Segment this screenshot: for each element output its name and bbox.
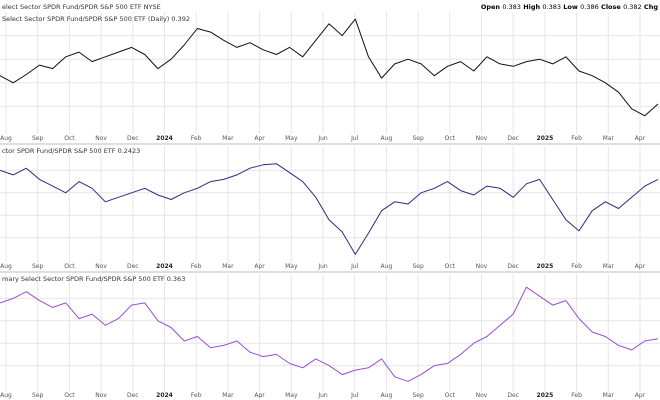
- x-tick-label: Feb: [571, 135, 582, 142]
- x-tick-label: Apr: [635, 135, 646, 142]
- x-tick-label: Nov: [95, 392, 107, 399]
- x-tick-label: Aug: [0, 263, 12, 270]
- x-tick-label: Oct: [64, 135, 75, 142]
- x-tick-label: Mar: [603, 392, 615, 399]
- x-tick-label: 2024: [156, 135, 173, 142]
- x-tick-label: Feb: [571, 392, 582, 399]
- x-tick-label: Oct: [445, 392, 456, 399]
- x-tick-label: Nov: [476, 135, 488, 142]
- x-tick-label: Sep: [32, 392, 44, 399]
- ohlc-readout: Open 0.383 High 0.383 Low 0.386 Close 0.…: [481, 3, 658, 11]
- panels: Aug Sep Oct Nov Dec 2024 Feb Mar Apr May Jun Jul Aug…: [0, 12, 660, 399]
- x-tick-label: Nov: [95, 263, 107, 270]
- ohlc-label-close: Close: [599, 3, 623, 11]
- ohlc-label-low: Low: [561, 3, 580, 11]
- x-tick-label: Mar: [222, 135, 234, 142]
- panel-2: Aug Sep Oct Nov Dec 2024 Feb Mar Apr May Jun Jul Aug…: [0, 146, 660, 270]
- x-tick-label: Apr: [254, 263, 265, 270]
- x-tick-label: Sep: [32, 263, 44, 270]
- x-tick-label: Feb: [191, 135, 202, 142]
- x-tick-label: Jun: [317, 263, 328, 270]
- panel-1-header: elect Sector SPDR Fund/SPDR S&P 500 ETF …: [2, 3, 161, 11]
- x-tick-label: Aug: [0, 135, 12, 142]
- x-tick-label: Mar: [222, 263, 234, 270]
- x-tick-label: Aug: [381, 392, 393, 399]
- x-tick-label: Dec: [127, 263, 139, 270]
- x-tick-label: Apr: [254, 392, 265, 399]
- x-tick-label: Oct: [445, 135, 456, 142]
- x-tick-label: Apr: [635, 392, 646, 399]
- ohlc-value-open: 0.383: [502, 3, 521, 11]
- series-line: [0, 18, 659, 117]
- panel-1: Aug Sep Oct Nov Dec 2024 Feb Mar Apr May Jun Jul Aug…: [0, 12, 660, 142]
- x-tick-label: Oct: [64, 263, 75, 270]
- panel-3: Aug Sep Oct Nov Dec 2024 Feb Mar Apr May Jun Jul Aug…: [0, 274, 660, 399]
- x-tick-label: 2025: [537, 135, 554, 142]
- x-tick-label: Jul: [350, 392, 359, 399]
- x-tick-label: May: [285, 392, 298, 399]
- x-tick-label: Nov: [476, 263, 488, 270]
- x-tick-label: May: [285, 135, 298, 142]
- x-tick-label: Sep: [412, 135, 424, 142]
- x-tick-label: Jul: [350, 135, 359, 142]
- x-tick-label: 2025: [537, 392, 554, 399]
- x-tick-label: Apr: [254, 135, 265, 142]
- x-tick-label: Jul: [350, 263, 359, 270]
- ohlc-label-open: Open: [481, 3, 502, 11]
- x-tick-label: Mar: [603, 135, 615, 142]
- x-tick-label: Dec: [507, 135, 519, 142]
- series-label: Select Sector SPDR Fund/SPDR S&P 500 ETF…: [2, 15, 190, 23]
- x-tick-label: Oct: [64, 392, 75, 399]
- x-tick-label: Mar: [603, 263, 615, 270]
- ohlc-label-chg: Chg: [642, 3, 659, 11]
- x-tick-label: Feb: [191, 263, 202, 270]
- x-tick-label: 2024: [156, 263, 173, 270]
- x-tick-label: Sep: [32, 135, 44, 142]
- series-line: [0, 286, 659, 382]
- x-tick-label: Aug: [381, 263, 393, 270]
- x-tick-label: Jun: [317, 135, 328, 142]
- x-tick-label: Sep: [412, 263, 424, 270]
- x-tick-label: Oct: [445, 263, 456, 270]
- x-tick-label: Apr: [635, 263, 646, 270]
- x-tick-label: Dec: [507, 263, 519, 270]
- x-tick-label: Feb: [571, 263, 582, 270]
- ohlc-value-high: 0.383: [542, 3, 561, 11]
- x-tick-label: 2025: [537, 263, 554, 270]
- x-tick-label: Aug: [381, 135, 393, 142]
- x-tick-label: Feb: [191, 392, 202, 399]
- x-tick-label: Nov: [476, 392, 488, 399]
- x-tick-label: Dec: [127, 135, 139, 142]
- series-label: ctor SPDR Fund/SPDR S&P 500 ETF 0.2423: [2, 147, 140, 155]
- x-tick-label: Nov: [95, 135, 107, 142]
- series-label: mary Select Sector SPDR Fund/SPDR S&P 50…: [2, 275, 185, 283]
- ohlc-value-low: 0.386: [580, 3, 599, 11]
- ohlc-value-close: 0.382: [623, 3, 642, 11]
- x-tick-label: May: [285, 263, 298, 270]
- x-tick-label: Dec: [127, 392, 139, 399]
- x-tick-label: Sep: [412, 392, 424, 399]
- series-line: [0, 163, 659, 255]
- ohlc-label-high: High: [521, 3, 542, 11]
- x-tick-label: Jun: [317, 392, 328, 399]
- x-tick-label: 2024: [156, 392, 173, 399]
- x-tick-label: Aug: [0, 392, 12, 399]
- x-tick-label: Mar: [222, 392, 234, 399]
- x-tick-label: Dec: [507, 392, 519, 399]
